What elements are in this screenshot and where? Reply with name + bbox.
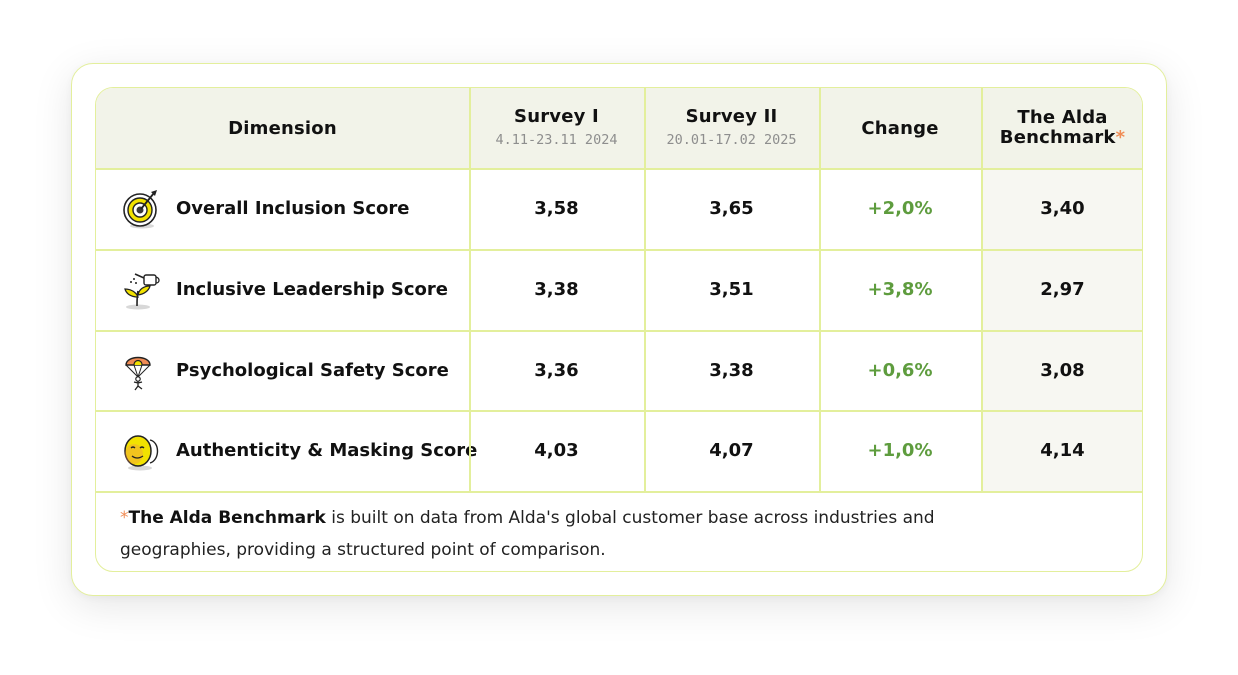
benchmark-value: 2,97	[1040, 279, 1085, 300]
table-cell-benchmark: 2,97	[981, 249, 1142, 330]
benchmark-footnote: *The Alda Benchmark is built on data fro…	[120, 502, 940, 566]
table-cell-benchmark: 4,14	[981, 410, 1142, 491]
dimension-label: Authenticity & Masking Score	[176, 440, 478, 461]
target-icon	[123, 189, 157, 228]
column-divider	[644, 88, 646, 491]
row-divider	[96, 168, 1142, 170]
change-value: +1,0%	[867, 440, 933, 461]
header-change: Change	[819, 88, 981, 168]
table-cell-survey-2: 4,07	[644, 410, 819, 491]
table-cell-survey-1: 3,38	[469, 249, 644, 330]
header-benchmark-line1: The Alda	[1017, 107, 1108, 128]
header-survey-2-dates: 20.01-17.02 2025	[666, 131, 797, 148]
table-cell-change: +1,0%	[819, 410, 981, 491]
parachute-icon	[125, 356, 151, 391]
header-change-label: Change	[861, 117, 939, 139]
survey-2-value: 3,51	[709, 279, 754, 300]
table-cell-change: +0,6%	[819, 330, 981, 410]
table-row-dimension: Authenticity & Masking Score	[96, 410, 477, 491]
table-cell-survey-1: 3,58	[469, 168, 644, 249]
survey-2-value: 3,65	[709, 198, 754, 219]
table-cell-benchmark: 3,40	[981, 168, 1142, 249]
header-survey-1: Survey I 4.11-23.11 2024	[469, 88, 644, 168]
comparison-table: Dimension Survey I 4.11-23.11 2024 Surve…	[95, 87, 1143, 572]
column-divider	[981, 88, 983, 491]
footnote-bold-term: The Alda Benchmark	[128, 508, 326, 528]
change-value: +2,0%	[867, 198, 933, 219]
change-value: +0,6%	[867, 359, 933, 381]
column-divider	[469, 88, 471, 491]
table-row-dimension: Psychological Safety Score	[96, 330, 469, 410]
table-row-dimension: Overall Inclusion Score	[96, 168, 469, 249]
benchmark-value: 3,08	[1040, 359, 1085, 381]
benchmark-value: 3,40	[1040, 198, 1085, 219]
survey-1-value: 4,03	[534, 440, 579, 461]
survey-2-value: 4,07	[709, 440, 754, 461]
change-value: +3,8%	[867, 279, 933, 300]
table-cell-change: +3,8%	[819, 249, 981, 330]
survey-1-value: 3,58	[534, 198, 579, 219]
table-cell-survey-2: 3,51	[644, 249, 819, 330]
column-divider	[819, 88, 821, 491]
benchmark-value: 4,14	[1040, 440, 1085, 461]
mask-icon	[124, 434, 159, 470]
table-cell-benchmark: 3,08	[981, 330, 1142, 410]
dimension-label: Inclusive Leadership Score	[176, 279, 448, 300]
table-cell-survey-2: 3,65	[644, 168, 819, 249]
header-dimension-label: Dimension	[228, 117, 337, 139]
row-divider	[96, 330, 1142, 332]
dimension-label: Overall Inclusion Score	[176, 198, 410, 219]
header-survey-1-dates: 4.11-23.11 2024	[495, 131, 618, 148]
header-benchmark-line2: Benchmark	[999, 127, 1116, 148]
header-benchmark: The Alda Benchmark*	[981, 88, 1142, 168]
table-cell-survey-1: 3,36	[469, 330, 644, 410]
benchmark-column-bg	[981, 168, 1142, 491]
header-dimension: Dimension	[96, 88, 469, 168]
survey-1-value: 3,36	[534, 359, 579, 381]
row-divider	[96, 249, 1142, 251]
dimension-label: Psychological Safety Score	[176, 359, 449, 381]
table-row-dimension: Inclusive Leadership Score	[96, 249, 469, 330]
footnote-asterisk: *	[120, 508, 129, 528]
row-divider	[96, 410, 1142, 412]
footnote-text: is built on data from Alda's global cust…	[120, 508, 935, 560]
header-survey-2-title: Survey II	[685, 105, 778, 127]
survey-2-value: 3,38	[709, 359, 754, 381]
table-cell-survey-1: 4,03	[469, 410, 644, 491]
row-divider	[96, 491, 1142, 493]
header-survey-2: Survey II 20.01-17.02 2025	[644, 88, 819, 168]
survey-1-value: 3,38	[534, 279, 579, 300]
table-cell-change: +2,0%	[819, 168, 981, 249]
table-cell-survey-2: 3,38	[644, 330, 819, 410]
benchmark-asterisk: *	[1115, 127, 1126, 148]
header-survey-1-title: Survey I	[514, 105, 599, 127]
watering-can-sprout-icon	[124, 272, 160, 309]
